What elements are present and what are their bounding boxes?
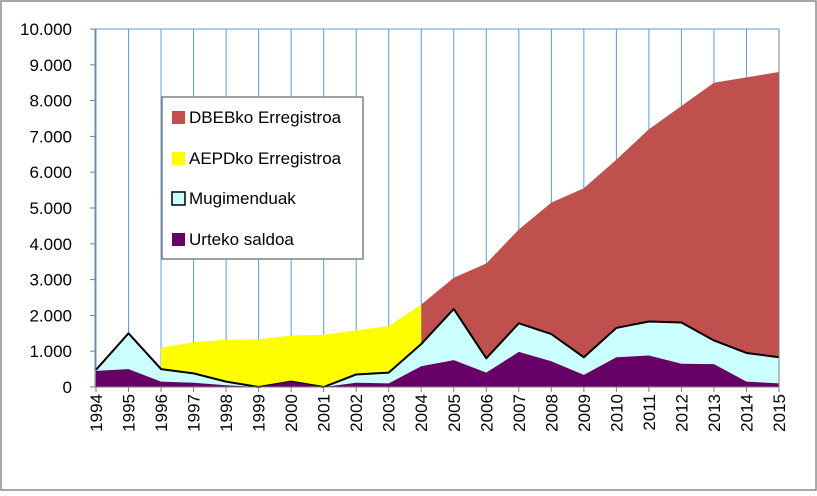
x-tick-label: 1995 xyxy=(120,394,139,432)
y-tick-label: 1.000 xyxy=(29,342,72,361)
x-tick-label: 2010 xyxy=(607,394,626,432)
x-tick-label: 1996 xyxy=(152,394,171,432)
x-tick-label: 2008 xyxy=(542,394,561,432)
y-tick-label: 5.000 xyxy=(29,199,72,218)
legend-swatch-dbebko-erregistroa xyxy=(172,111,185,124)
y-tick-label: 7.000 xyxy=(29,127,72,146)
x-tick-label: 2001 xyxy=(315,394,334,432)
legend-swatch-aepdko-erregistroa xyxy=(172,152,185,165)
y-tick-label: 6.000 xyxy=(29,163,72,182)
legend: DBEBko Erregistroa AEPDko Erregistroa Mugi… xyxy=(162,97,363,259)
x-tick-label: 2003 xyxy=(380,394,399,432)
x-tick-label: 1997 xyxy=(185,394,204,432)
x-tick-label: 2000 xyxy=(282,394,301,432)
x-tick-label: 2007 xyxy=(510,394,529,432)
legend-swatch-mugimenduak xyxy=(172,192,185,205)
x-tick-label: 2013 xyxy=(705,394,724,432)
x-tick-label: 2006 xyxy=(477,394,496,432)
y-tick-label: 10.000 xyxy=(20,20,72,39)
y-tick-label: 9.000 xyxy=(29,56,72,75)
y-tick-label: 0 xyxy=(63,378,72,397)
legend-swatch-urteko-saldoa xyxy=(172,233,185,246)
x-tick-label: 2015 xyxy=(770,394,789,432)
y-tick-label: 4.000 xyxy=(29,235,72,254)
x-tick-label: 2009 xyxy=(575,394,594,432)
legend-label-dbebko-erregistroa: DBEBko Erregistroa xyxy=(189,108,342,127)
legend-label-mugimenduak: Mugimenduak xyxy=(189,189,296,208)
x-tick-label: 2002 xyxy=(347,394,366,432)
x-tick-label: 1998 xyxy=(217,394,236,432)
x-tick-label: 2005 xyxy=(445,394,464,432)
x-tick-label: 2011 xyxy=(640,394,659,431)
y-tick-label: 3.000 xyxy=(29,271,72,290)
x-tick-label: 1999 xyxy=(250,394,269,432)
x-tick-label: 2014 xyxy=(737,394,756,432)
y-tick-label: 8.000 xyxy=(29,92,72,111)
legend-label-urteko-saldoa: Urteko saldoa xyxy=(189,230,294,249)
legend-label-aepdko-erregistroa: AEPDko Erregistroa xyxy=(189,149,342,168)
x-tick-label: 2004 xyxy=(412,394,431,432)
x-tick-label: 1994 xyxy=(87,394,106,432)
x-tick-label: 2012 xyxy=(672,394,691,432)
y-tick-label: 2.000 xyxy=(29,306,72,325)
